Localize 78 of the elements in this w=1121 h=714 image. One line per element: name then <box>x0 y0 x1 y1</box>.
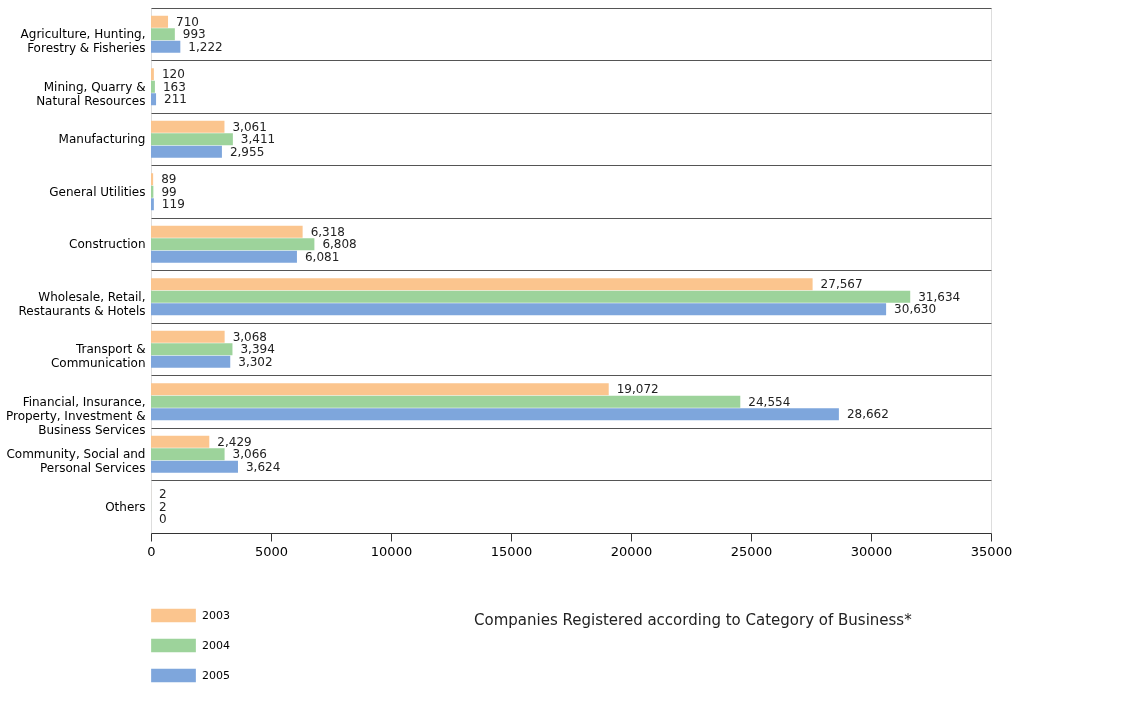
text: 2 <box>159 487 167 502</box>
x-tick-label: 10000 <box>370 543 413 559</box>
bar <box>151 395 741 408</box>
text: 3,061 <box>232 119 267 134</box>
bar <box>151 238 315 251</box>
bar <box>151 303 887 316</box>
x-tick-label: 5000 <box>254 543 289 559</box>
text: 6,808 <box>322 237 357 252</box>
y-tick-label: Manufacturing <box>58 132 146 147</box>
bar <box>151 355 231 368</box>
y-tick-label: Wholesale, Retail, Restaurants & Hotels <box>18 289 146 318</box>
bar <box>151 80 155 93</box>
legend-label: 2004 <box>202 638 230 652</box>
bar <box>151 15 169 28</box>
bar <box>151 173 154 186</box>
text: 120 <box>161 67 185 82</box>
bar <box>151 278 813 291</box>
text: 163 <box>162 79 186 94</box>
text: 710 <box>176 14 199 29</box>
text: 3,066 <box>232 447 267 462</box>
y-tick-label: Construction <box>69 237 146 252</box>
text: 28,662 <box>846 407 889 422</box>
legend-label: 2005 <box>202 668 230 682</box>
bar <box>151 343 233 356</box>
text: 3,394 <box>240 342 275 357</box>
text: 99 <box>161 184 177 199</box>
text: 6,081 <box>304 249 340 264</box>
bar <box>151 93 157 106</box>
bar <box>151 330 225 343</box>
text: 31,634 <box>918 289 961 304</box>
text: 3,411 <box>240 132 276 147</box>
y-tick-label: Transport & Communication <box>50 342 146 371</box>
x-tick-label: 20000 <box>610 543 653 559</box>
y-tick-label: Agriculture, Hunting, Forestry & Fisheries <box>20 27 146 56</box>
text: 6,318 <box>310 224 345 239</box>
text: 2 <box>159 499 167 514</box>
legend-label: 2003 <box>202 608 230 622</box>
text: 89 <box>161 172 177 187</box>
x-tick-label: 30000 <box>850 543 893 559</box>
y-tick-label: Mining, Quarry & Natural Resources <box>36 79 146 108</box>
bar <box>151 383 609 396</box>
bar <box>151 40 181 53</box>
text: 30,630 <box>894 302 937 317</box>
text: 2,955 <box>229 144 265 159</box>
x-tick-label: 35000 <box>970 543 1013 559</box>
bar <box>151 435 210 448</box>
text: 993 <box>182 27 206 42</box>
x-tick-label: 15000 <box>490 543 533 559</box>
bar <box>151 408 839 421</box>
text: 3,068 <box>232 329 267 344</box>
y-tick-label: General Utilities <box>49 184 146 199</box>
bar <box>151 448 225 461</box>
bar <box>151 145 222 158</box>
text: 2,429 <box>217 434 252 449</box>
y-tick-label: Community, Social and Personal Services <box>6 447 146 476</box>
bar <box>151 290 911 303</box>
y-tick-label: Financial, Insurance, Property, Investment & Business Services <box>5 394 146 437</box>
text: 211 <box>164 92 187 107</box>
text: 27,567 <box>820 277 863 292</box>
x-tick-label: 0 <box>147 543 156 559</box>
text: 19,072 <box>616 382 659 397</box>
bar <box>151 133 233 146</box>
bar <box>151 68 154 81</box>
bar <box>151 250 297 263</box>
text: 1,222 <box>188 39 223 54</box>
bar <box>151 198 154 211</box>
bar <box>151 460 238 473</box>
y-tick-label: Others <box>105 499 146 514</box>
text: 119 <box>161 197 185 212</box>
bar <box>151 28 175 41</box>
text: 24,554 <box>748 394 791 409</box>
bar <box>151 120 225 133</box>
x-tick-label: 25000 <box>730 543 773 559</box>
text: 3,624 <box>245 459 281 474</box>
text: 3,302 <box>238 354 273 369</box>
text: Companies Registered according to Category of Business* <box>474 611 913 629</box>
text: 0 <box>159 512 167 527</box>
bar <box>151 225 303 238</box>
